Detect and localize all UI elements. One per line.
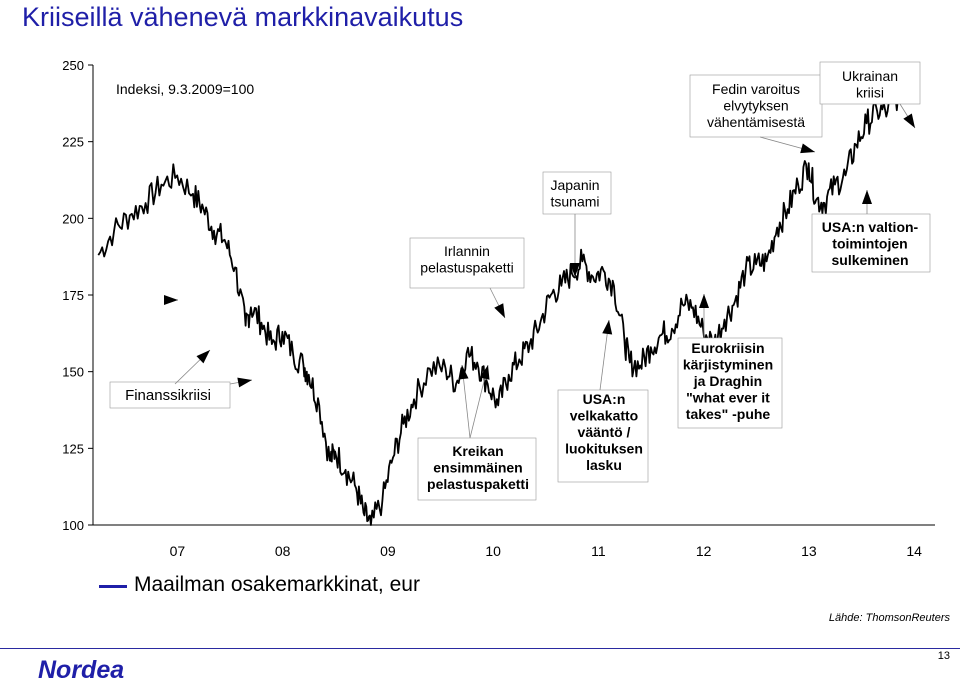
legend-label: Maailman osakemarkkinat, eur bbox=[134, 573, 420, 596]
annotation-text: ensimmäinen bbox=[433, 460, 522, 476]
annotation-text: velkakatto bbox=[570, 408, 638, 424]
annotation-box bbox=[542, 171, 612, 215]
x-tick-label: 12 bbox=[696, 543, 712, 559]
annotation-text: vääntö / bbox=[578, 424, 631, 440]
annotation-text: USA:n bbox=[583, 391, 626, 407]
x-tick-label: 10 bbox=[485, 543, 501, 559]
annotation-box bbox=[409, 237, 525, 289]
x-tick-label: 08 bbox=[275, 543, 291, 559]
annotation-text: Eurokriisin bbox=[691, 340, 764, 356]
y-tick-label: 250 bbox=[62, 58, 84, 73]
chart-axes: 100 125 150 175 200 225 250 07 08 09 10 11 12 13 14 bbox=[62, 58, 935, 559]
annotation-text: sulkeminen bbox=[831, 252, 908, 268]
annotation-arrowhead bbox=[479, 365, 490, 380]
annotation-arrowhead bbox=[494, 303, 505, 318]
annotation-text: lasku bbox=[586, 457, 622, 473]
annotation-text: Ukrainan bbox=[842, 68, 898, 84]
annotation-text: pelastuspaketti bbox=[420, 260, 513, 276]
source-note: Lähde: ThomsonReuters bbox=[828, 612, 950, 624]
annotation-arrowhead bbox=[570, 263, 580, 277]
annotation-box bbox=[677, 337, 783, 429]
x-tick-label: 11 bbox=[591, 543, 606, 559]
annotation-text: USA:n valtion- bbox=[822, 219, 919, 235]
index-note: Indeksi, 9.3.2009=100 bbox=[116, 81, 254, 97]
annotation-text: kärjistyminen bbox=[683, 357, 773, 373]
y-tick-label: 175 bbox=[62, 288, 84, 303]
y-tick-label: 125 bbox=[62, 441, 84, 456]
line-chart: 100 125 150 175 200 225 250 07 08 09 10 11 12 13 14 Fi… bbox=[62, 58, 935, 559]
annotation-text: kriisi bbox=[856, 85, 884, 101]
annotation-text: Japanin bbox=[550, 177, 599, 193]
annotation-text: luokituksen bbox=[565, 441, 643, 457]
logo-wordmark: Nordea bbox=[38, 656, 125, 684]
annotation-text: ja Draghin bbox=[693, 373, 762, 389]
nordea-logo: Nordea bbox=[38, 654, 142, 688]
annotation-text: "what ever it bbox=[686, 390, 770, 406]
series-line-world-equities bbox=[97, 95, 900, 526]
x-tick-label: 13 bbox=[801, 543, 817, 559]
annotation-arrowhead bbox=[196, 350, 210, 364]
annotation-arrowhead bbox=[164, 295, 178, 305]
annotation-arrowhead bbox=[699, 294, 709, 308]
annotation-text: elvytyksen bbox=[723, 98, 788, 114]
annotation-text: Finanssikriisi bbox=[125, 387, 211, 404]
annotation-box bbox=[109, 381, 231, 409]
annotation-text: Irlannin bbox=[444, 243, 490, 259]
annotation-box bbox=[557, 389, 649, 483]
slide-title: Kriiseillä vähenevä markkinavaikutus bbox=[22, 2, 464, 32]
annotation-text: toimintojen bbox=[832, 236, 907, 252]
x-tick-label: 07 bbox=[170, 543, 186, 559]
annotation-text: Fedin varoitus bbox=[712, 81, 800, 97]
annotation-arrowhead bbox=[237, 377, 252, 388]
annotation-box bbox=[417, 437, 537, 501]
page-number: 13 bbox=[937, 650, 950, 662]
annotation-text: vähentämisestä bbox=[707, 114, 805, 130]
y-tick-label: 100 bbox=[62, 518, 84, 533]
annotation-text: takes" -puhe bbox=[686, 406, 771, 422]
annotation-text: Kreikan bbox=[452, 443, 503, 459]
annotation-arrowhead bbox=[903, 113, 915, 128]
legend-swatch bbox=[99, 585, 127, 588]
chart-annotations: FinanssikriisiIrlanninpelastuspakettiJap… bbox=[109, 61, 931, 501]
annotation-text: pelastuspaketti bbox=[427, 476, 529, 492]
annotation-box bbox=[811, 213, 931, 273]
annotation-box bbox=[689, 74, 823, 138]
y-tick-label: 200 bbox=[62, 211, 84, 226]
x-tick-label: 14 bbox=[906, 543, 922, 559]
y-tick-label: 225 bbox=[62, 135, 84, 150]
annotation-text: tsunami bbox=[550, 194, 599, 210]
annotation-arrowhead bbox=[602, 320, 613, 335]
footer-divider bbox=[0, 648, 960, 649]
annotation-arrowhead bbox=[800, 143, 815, 154]
y-tick-label: 150 bbox=[62, 365, 84, 380]
annotation-arrowhead bbox=[862, 190, 872, 204]
x-tick-label: 09 bbox=[380, 543, 396, 559]
annotation-arrowhead bbox=[458, 365, 469, 380]
chart-series bbox=[97, 95, 900, 526]
annotation-box bbox=[819, 61, 921, 105]
